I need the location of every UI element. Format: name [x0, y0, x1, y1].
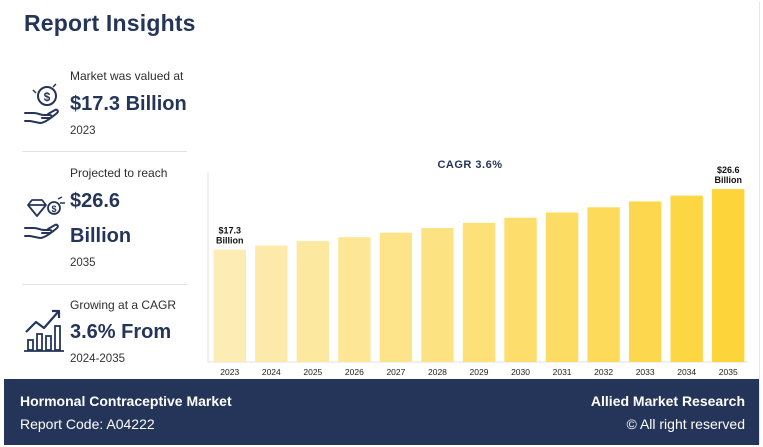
x-tick-label: 2035	[719, 367, 738, 377]
stat-projected: $ Projected to reach $26.6 Billion 2035	[22, 166, 187, 276]
report-card: Report Insights $ Market was valued at $…	[4, 2, 760, 445]
bar-2032	[587, 207, 620, 362]
data-label-2023: $17.3	[219, 226, 242, 236]
stat-year: 2035	[70, 257, 96, 269]
stat-value: 3.6% From	[70, 321, 172, 343]
growth-chart-icon	[24, 309, 64, 352]
x-tick-label: 2023	[220, 367, 239, 377]
stat-label: Market was valued at	[70, 69, 184, 83]
x-tick-label: 2028	[428, 367, 447, 377]
x-tick-label: 2033	[636, 367, 655, 377]
svg-text:$: $	[44, 90, 51, 104]
copyright-text: © All right reserved	[626, 416, 745, 432]
stat-label: Projected to reach	[70, 166, 168, 180]
x-tick-label: 2026	[345, 367, 364, 377]
footer: Hormonal Contraceptive Market Report Cod…	[4, 379, 759, 445]
diamond-hand-icon: $	[24, 196, 65, 239]
data-label-2023: Billion	[216, 236, 244, 246]
bar-2033	[628, 201, 662, 362]
bar-2023	[213, 249, 246, 362]
data-label-2035: Billion	[714, 175, 742, 185]
bar-2030	[504, 217, 537, 362]
bar-2031	[545, 212, 579, 362]
stat-year: 2023	[70, 125, 96, 137]
x-tick-label: 2024	[262, 367, 281, 377]
report-code: Report Code: A04222	[20, 416, 155, 432]
bar-2035	[712, 189, 745, 362]
page-title: Report Insights	[24, 10, 196, 36]
stat-label: Growing at a CAGR	[70, 298, 177, 312]
stat-market-valued: $ Market was valued at $17.3 Billion 202…	[22, 69, 187, 144]
divider	[22, 284, 187, 285]
x-tick-label: 2025	[303, 367, 322, 377]
stat-year-range: 2024-2035	[70, 353, 125, 365]
bar-2027	[379, 232, 413, 362]
svg-text:$: $	[51, 204, 56, 214]
chart-title: CAGR 3.6%	[437, 159, 502, 171]
x-tick-label: 2029	[470, 367, 489, 377]
x-tick-label: 2030	[511, 367, 530, 377]
bar-2025	[296, 241, 330, 362]
bar-2034	[670, 195, 703, 362]
data-label-2035: $26.6	[717, 165, 740, 175]
x-tick-label: 2027	[386, 367, 405, 377]
bar-2026	[338, 237, 371, 362]
bar-2024	[255, 245, 288, 362]
x-tick-label: 2031	[553, 367, 572, 377]
brand-name: Allied Market Research	[590, 393, 745, 409]
money-hand-icon: $	[24, 83, 59, 124]
bar-2029	[462, 222, 496, 362]
x-tick-label: 2032	[594, 367, 613, 377]
stat-cagr: Growing at a CAGR 3.6% From 2024-2035	[22, 298, 187, 373]
stat-value: $26.6	[70, 190, 121, 212]
bar-2028	[421, 228, 454, 362]
divider	[22, 151, 187, 152]
stat-value-unit: Billion	[70, 225, 132, 247]
stat-value: $17.3 Billion	[70, 93, 187, 115]
x-tick-label: 2034	[677, 367, 696, 377]
market-name: Hormonal Contraceptive Market	[20, 393, 232, 409]
